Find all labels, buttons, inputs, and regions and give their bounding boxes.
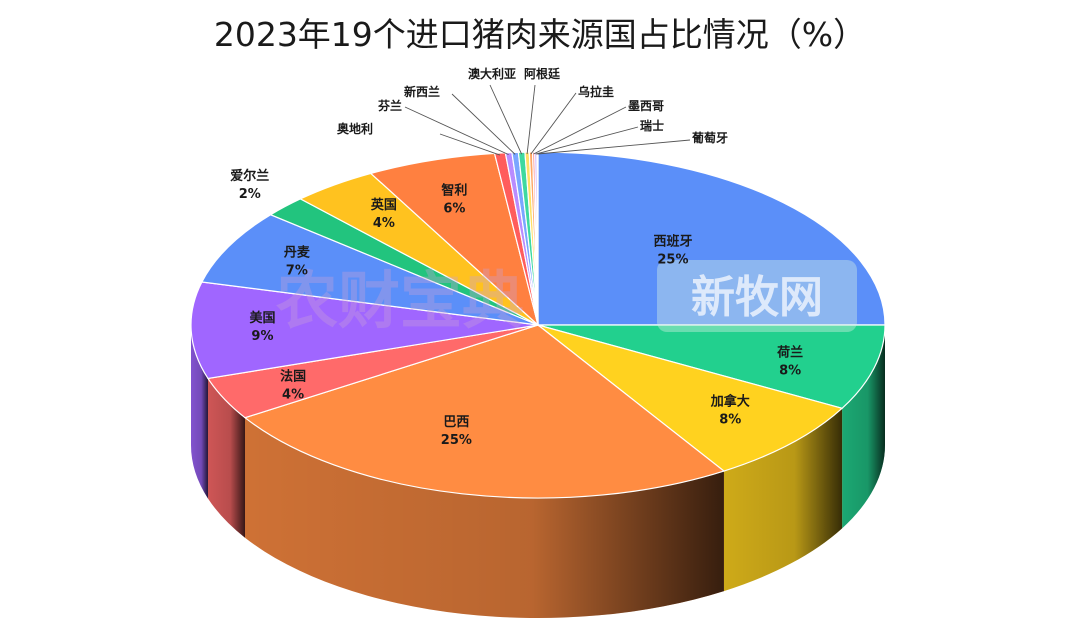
pie-slice-巴西 xyxy=(243,324,726,499)
leader-line xyxy=(489,84,523,155)
pie-slice-美国 xyxy=(190,281,539,380)
slice-label-outside: 瑞士 xyxy=(640,118,664,133)
slice-label-name: 西班牙 xyxy=(653,234,692,250)
slice-label-value: 4% xyxy=(282,387,304,402)
pie-side-shade xyxy=(723,408,843,592)
watermarks: 农财宝典 新牧网 xyxy=(276,260,857,337)
pie-tops xyxy=(190,151,886,499)
leader-line xyxy=(533,106,627,155)
leader-line xyxy=(526,84,536,155)
slice-labels: 西班牙 25% 荷兰 8% 加拿大 8% 巴西 25% 法国 4% 美国 9% 丹麦 7% 爱尔兰 2% 英国 4… xyxy=(230,66,803,448)
leader-line xyxy=(404,106,509,156)
pie-slice-荷兰 xyxy=(537,324,886,410)
pie-slice-加拿大 xyxy=(537,324,844,472)
slice-label-value: 8% xyxy=(719,412,741,427)
watermark-box xyxy=(657,260,857,332)
chart-title: 2023年19个进口猪肉来源国占比情况（%） xyxy=(213,15,867,54)
slice-label-outside: 奥地利 xyxy=(337,121,373,136)
watermark-text: 农财宝典 xyxy=(276,264,524,337)
pie-side-shade xyxy=(191,325,208,499)
pie-slice-丹麦 xyxy=(200,214,539,326)
slice-label-outside: 墨西哥 xyxy=(628,99,664,113)
pie-slice-智利 xyxy=(369,152,540,327)
slice-label-outside: 芬兰 xyxy=(377,98,402,113)
pie-slice-西班牙 xyxy=(537,151,886,326)
slice-label-outside: 葡萄牙 xyxy=(691,130,728,145)
watermark-text: 新牧网 xyxy=(691,272,823,323)
slice-label-value: 8% xyxy=(779,364,801,379)
slice-label-name: 美国 xyxy=(249,310,275,326)
slice-label-value: 9% xyxy=(251,329,273,344)
slice-label-value: 7% xyxy=(286,264,308,279)
slice-label-name: 英国 xyxy=(370,197,397,213)
slice-label-value: 4% xyxy=(373,216,395,231)
slice-label-name: 荷兰 xyxy=(776,345,803,361)
slice-label-outside: 新西兰 xyxy=(404,84,440,99)
leader-line xyxy=(451,93,516,155)
slice-label-value: 25% xyxy=(441,433,472,448)
slice-label-value: 2% xyxy=(239,187,261,202)
leader-line xyxy=(535,126,639,155)
pie-sides xyxy=(191,325,885,618)
slice-label-outside: 澳大利亚 xyxy=(468,66,516,81)
leader-line xyxy=(439,133,501,156)
leader-line xyxy=(537,139,691,155)
slice-label-name: 加拿大 xyxy=(710,393,750,409)
slice-label-name: 智利 xyxy=(441,183,467,199)
slice-label-outside: 乌拉圭 xyxy=(578,84,614,99)
leader-line xyxy=(530,92,577,155)
slice-label-outside: 阿根廷 xyxy=(524,66,561,81)
slice-label-name: 爱尔兰 xyxy=(230,168,269,184)
leader-lines xyxy=(404,84,691,156)
pie-side-shade xyxy=(245,417,724,618)
slice-label-name: 丹麦 xyxy=(284,245,311,261)
pie-side-shade xyxy=(207,378,246,538)
slice-label-name: 巴西 xyxy=(443,415,469,430)
slice-label-value: 25% xyxy=(657,253,688,268)
slice-label-value: 6% xyxy=(443,202,465,217)
pie-side-shade xyxy=(842,325,885,529)
slice-label-name: 法国 xyxy=(280,368,306,384)
